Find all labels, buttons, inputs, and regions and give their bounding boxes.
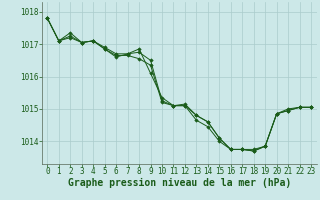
- X-axis label: Graphe pression niveau de la mer (hPa): Graphe pression niveau de la mer (hPa): [68, 178, 291, 188]
